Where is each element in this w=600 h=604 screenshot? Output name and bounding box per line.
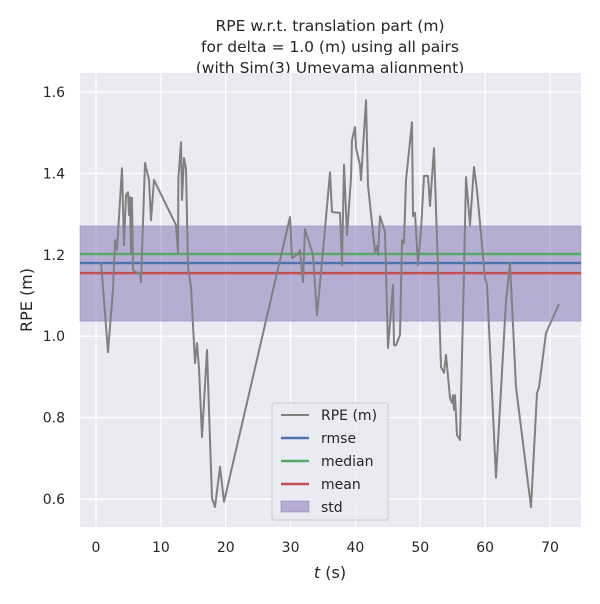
chart-title-line-2: for delta = 1.0 (m) using all pairs bbox=[201, 38, 459, 56]
rpe-series-line bbox=[100, 99, 560, 509]
chart-title-line-1: RPE w.r.t. translation part (m) bbox=[215, 17, 444, 35]
y-tick-label: 0.8 bbox=[43, 411, 65, 427]
x-tick-label: 70 bbox=[541, 540, 559, 556]
legend: RPE (m) rmse median mean std bbox=[271, 402, 389, 521]
x-tick-label: 50 bbox=[411, 540, 429, 556]
legend-label-mean: mean bbox=[321, 477, 361, 493]
legend-label-median: median bbox=[321, 454, 373, 470]
x-tick-label: 60 bbox=[476, 540, 494, 556]
y-tick-label: 1.4 bbox=[43, 166, 65, 182]
y-tick-label: 0.6 bbox=[43, 492, 65, 508]
x-tick-label: 0 bbox=[92, 540, 101, 556]
x-tick-label: 40 bbox=[347, 540, 365, 556]
legend-box bbox=[271, 402, 389, 521]
x-axis-label: t (s) bbox=[314, 563, 346, 582]
y-axis-label: RPE (m) bbox=[17, 268, 36, 332]
x-tick-label: 30 bbox=[282, 540, 300, 556]
chart-title-line-3: (with Sim(3) Umeyama alignment) bbox=[196, 59, 465, 77]
legend-label-rmse: rmse bbox=[321, 431, 356, 447]
legend-swatch-std bbox=[280, 500, 310, 513]
legend-label-std: std bbox=[321, 500, 343, 516]
x-tick-label: 20 bbox=[217, 540, 235, 556]
y-tick-label: 1.6 bbox=[43, 85, 65, 101]
x-tick-label: 10 bbox=[152, 540, 170, 556]
y-tick-label: 1.0 bbox=[43, 329, 65, 345]
legend-label-rpe: RPE (m) bbox=[321, 408, 377, 424]
y-tick-label: 1.2 bbox=[43, 248, 65, 264]
